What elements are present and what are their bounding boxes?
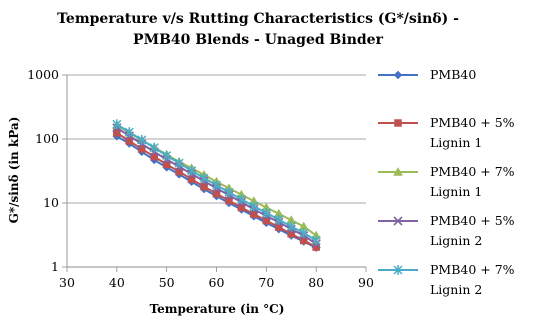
x-tick-label: 40 <box>109 275 125 290</box>
series-2-point <box>125 137 134 145</box>
legend-label: Lignin 2 <box>430 282 482 297</box>
legend-label: Lignin 1 <box>430 184 482 199</box>
series-5-point <box>299 227 309 238</box>
series-5-point <box>187 165 197 176</box>
series-5-point <box>236 194 246 205</box>
series-5-point <box>137 134 147 145</box>
legend-item-2: PMB40 + 5% Lignin 1 <box>378 115 515 150</box>
y-tick-label: 1 <box>51 259 59 274</box>
series-5-point <box>174 158 184 169</box>
series-5-point <box>261 207 271 218</box>
series-5-point <box>286 221 296 232</box>
series-2-point <box>200 182 208 191</box>
series-2-point <box>138 145 146 153</box>
legend-label: PMB40 + 7% <box>430 164 515 179</box>
legend-item-4: PMB40 + 5% Lignin 2 <box>378 213 515 248</box>
series-5-point <box>274 214 284 225</box>
legend-item-5: PMB40 + 7% Lignin 2 <box>378 262 515 297</box>
series-2-point <box>150 152 158 161</box>
axes <box>62 74 367 272</box>
chart-title-line-2: PMB40 Blends - Unaged Binder <box>133 32 384 48</box>
y-tick-label: 1000 <box>27 67 59 82</box>
series-5-point <box>112 119 122 130</box>
legend-swatch-marker <box>393 166 403 176</box>
series-2-point <box>113 129 121 137</box>
series-5-point <box>149 142 159 153</box>
series-5-point <box>124 127 134 138</box>
y-tick-label: 10 <box>43 195 59 210</box>
tick-labels: 1 10 100 1000 30 40 50 60 70 80 90 <box>27 67 374 290</box>
series-5-point <box>224 187 234 198</box>
legend-label: Lignin 2 <box>430 233 482 248</box>
legend-item-1: PMB40 <box>378 67 476 82</box>
series-5-point <box>199 173 209 184</box>
series-5-point <box>162 150 172 161</box>
legend-label: Lignin 1 <box>430 135 482 150</box>
legend-label: PMB40 <box>430 67 476 82</box>
legend: PMB40 PMB40 + 5% Lignin 1 PMB40 + 7% Lignin … <box>378 67 515 297</box>
gridlines <box>67 74 366 268</box>
series-5-point <box>311 235 321 246</box>
x-tick-label: 90 <box>358 275 374 290</box>
chart-title-line-1: Temperature v/s Rutting Characteristics … <box>57 11 459 27</box>
legend-swatch-marker <box>394 119 402 127</box>
legend-label: PMB40 + 5% <box>430 213 515 228</box>
series-2-point <box>162 160 171 169</box>
legend-label: PMB40 + 5% <box>430 115 515 130</box>
legend-swatch-marker <box>393 216 403 226</box>
x-tick-label: 50 <box>159 275 175 290</box>
y-axis-title: G*/sinδ (in kPa) <box>7 117 21 224</box>
x-axis-title: Temperature (in °C) <box>150 302 285 316</box>
legend-swatch-marker <box>393 265 403 275</box>
legend-item-3: PMB40 + 7% Lignin 1 <box>378 164 515 199</box>
x-tick-label: 80 <box>308 275 324 290</box>
x-tick-label: 30 <box>59 275 75 290</box>
series-5-point <box>249 201 259 212</box>
legend-label: PMB40 + 7% <box>430 262 515 277</box>
series-5-point <box>211 180 222 191</box>
x-tick-label: 70 <box>258 275 274 290</box>
plot-series <box>111 119 322 253</box>
series-2 <box>113 129 320 251</box>
legend-swatch-marker <box>393 70 403 80</box>
series-2-point <box>187 175 196 184</box>
y-tick-label: 100 <box>35 131 59 146</box>
series-5 <box>112 119 321 246</box>
x-tick-label: 60 <box>209 275 225 290</box>
